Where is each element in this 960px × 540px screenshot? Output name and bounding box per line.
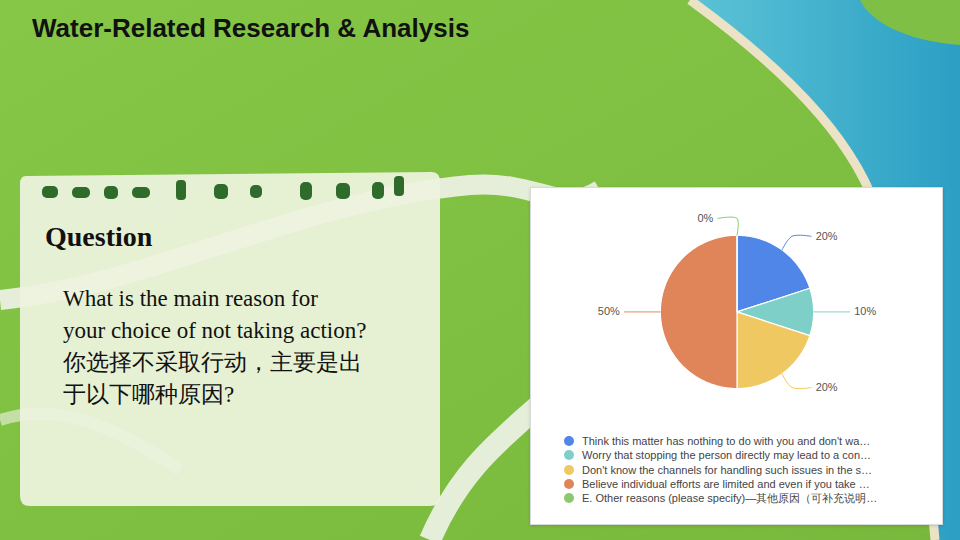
svg-text:20%: 20% [816, 230, 838, 242]
html-text:Don't know the channels for ha: Don't know the channels for handling suc… [582, 463, 873, 476]
html-text:Water-Related Research & Analy: Water-Related Research & Analysis [32, 13, 470, 43]
svg-text:20%: 20% [816, 381, 838, 393]
html-text:your choice of not taking acti: your choice of not taking action? [63, 318, 367, 343]
html-text:于以下哪种原因?: 于以下哪种原因? [63, 382, 235, 407]
html-text:Worry that stopping the person: Worry that stopping the person directly … [582, 449, 871, 462]
html-text:Think this matter has nothing: Think this matter has nothing to do with… [582, 435, 871, 447]
svg-text:10%: 10% [854, 305, 876, 317]
svg-text:0%: 0% [697, 212, 713, 224]
html-text:What is the main reason for: What is the main reason for [63, 286, 318, 311]
html-text:Question: Question [45, 221, 153, 252]
html-text:E. Other reasons (please speci: E. Other reasons (please specify)—其他原因（可… [582, 492, 878, 505]
html-text:Believe individual efforts are: Believe individual efforts are limited a… [582, 477, 870, 490]
html-text:你选择不采取行动，主要是出: 你选择不采取行动，主要是出 [63, 350, 362, 375]
svg-text:50%: 50% [598, 305, 620, 317]
